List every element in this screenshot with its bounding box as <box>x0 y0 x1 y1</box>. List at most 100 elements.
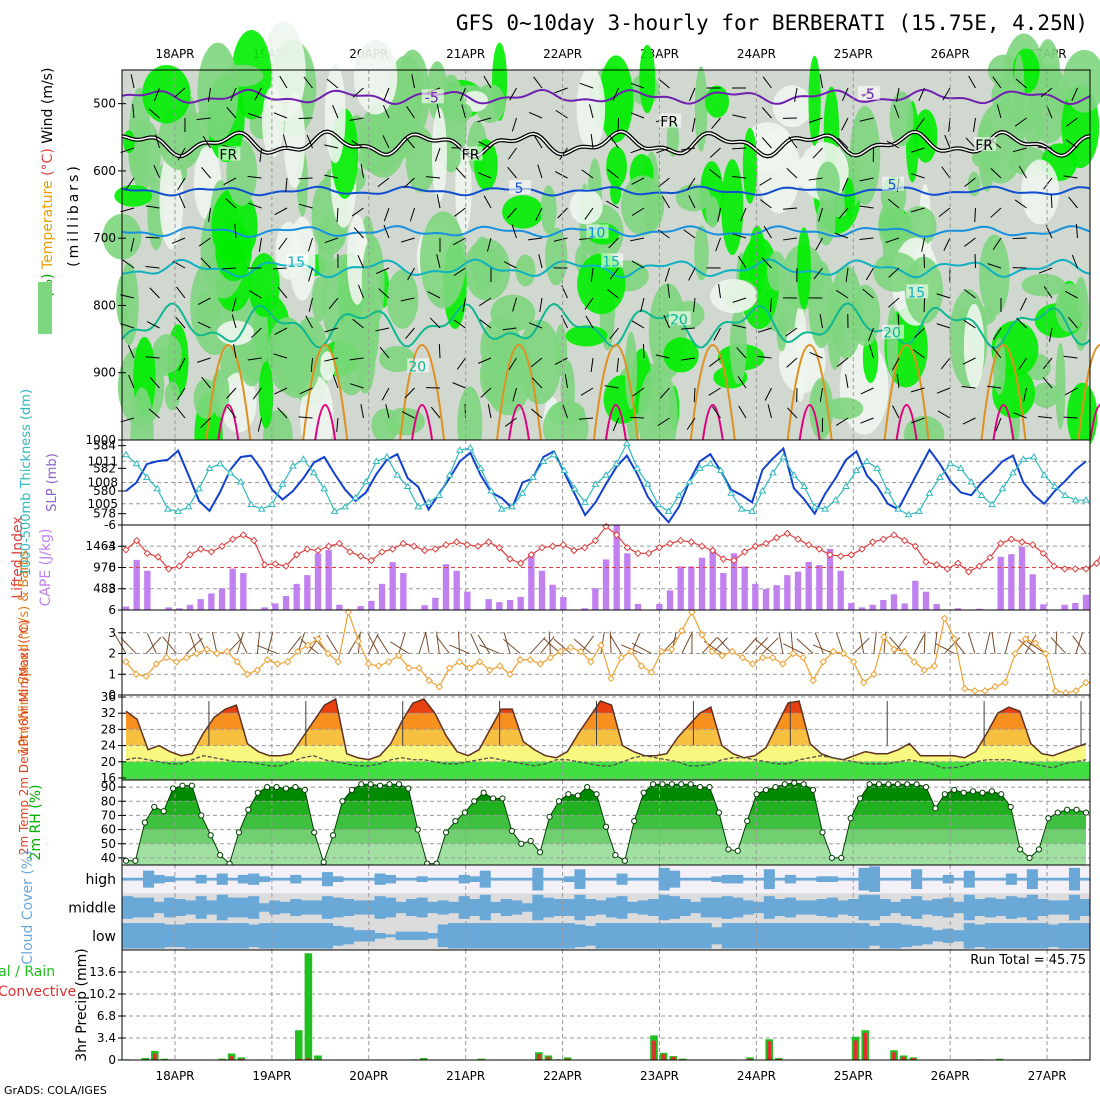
thickness-point <box>508 502 516 510</box>
wind-barb <box>616 357 619 372</box>
rh-point <box>518 840 525 847</box>
wind-barb <box>1037 146 1053 149</box>
cape-bar <box>976 608 983 610</box>
slp-tick-label: 1008 <box>87 476 118 490</box>
rh-patch <box>420 211 467 309</box>
thickness-point <box>560 466 569 474</box>
wind-10m-point <box>799 653 807 662</box>
grads-credit: GrADS: COLA/IGES <box>4 1084 107 1097</box>
rh-point <box>1054 809 1061 816</box>
wind-10m-barb <box>859 631 865 654</box>
rh-band <box>126 829 1086 844</box>
cape-bar <box>869 604 876 610</box>
wind-barb <box>845 267 849 282</box>
li-point <box>239 531 248 539</box>
rh-patch <box>816 161 840 206</box>
wind-barb <box>208 207 211 222</box>
y-tick-label: 36 <box>101 690 116 704</box>
wind-barb <box>794 87 798 102</box>
cape-bar <box>314 553 322 610</box>
wind-10m-point <box>758 653 767 662</box>
thickness-point <box>696 464 704 471</box>
wind-barb <box>324 327 339 333</box>
rh-point <box>499 795 506 802</box>
rh-patch <box>598 55 634 143</box>
li-point <box>378 548 386 556</box>
cloud-cover-cell <box>616 873 628 885</box>
cloud-cover-cell <box>1026 923 1038 949</box>
rh-patch <box>158 107 203 171</box>
cloud-cover-cell <box>364 930 376 942</box>
cloud-cover-cell <box>911 896 923 919</box>
y-tick-label: 80 <box>101 794 116 808</box>
thickness-point <box>946 459 955 467</box>
cloud-cover-cell <box>774 877 786 881</box>
wind-10m-barb <box>790 631 794 654</box>
temperature-contour-warm <box>592 344 639 441</box>
wind-10m-point <box>859 678 868 687</box>
li-point <box>644 549 653 558</box>
cape-bar <box>421 605 428 610</box>
cloud-cover-cell <box>1016 923 1028 949</box>
cape-bar <box>954 608 962 610</box>
y-tick-label: -6 <box>104 518 116 532</box>
wind-10m-barb <box>553 638 571 654</box>
wind-barb <box>534 135 543 149</box>
rh-patch <box>311 277 327 322</box>
wind-barb <box>435 147 441 162</box>
wind-barb <box>248 113 262 119</box>
li-point <box>548 542 557 550</box>
date-label-top: 26APR <box>931 47 970 61</box>
cloud-cover-cell <box>932 930 944 942</box>
wind-10m-point <box>607 674 615 683</box>
wind-10m-point <box>475 658 484 666</box>
rh-point <box>1064 806 1071 813</box>
wind-10m-point <box>223 647 231 656</box>
wind-barb <box>860 417 874 424</box>
rh-point <box>461 809 468 816</box>
wind-10m-point <box>627 647 635 656</box>
wind-barb <box>1043 177 1053 190</box>
cloud-cover-cell <box>448 901 460 914</box>
cloud-cover-cell <box>1005 923 1017 949</box>
contour-label-bg <box>586 224 609 239</box>
wind-barb <box>324 144 339 149</box>
li-point <box>996 539 1005 548</box>
wind-barb <box>819 314 823 329</box>
cloud-cover-cell <box>574 924 586 948</box>
wind-barb <box>788 136 798 149</box>
wind-10m-point <box>263 656 272 664</box>
cloud-cover-cell <box>1079 877 1091 881</box>
rh-patch <box>405 127 437 193</box>
dewpoint-line <box>125 755 1087 769</box>
rh-point <box>320 859 327 866</box>
li-point <box>484 538 493 546</box>
cloud-cover-cell <box>700 897 712 918</box>
cape-bar <box>730 553 738 610</box>
slp-tick-label: 1011 <box>87 454 118 468</box>
wind-barb <box>251 327 262 339</box>
cloud-cover-cell <box>1047 900 1059 915</box>
contour-label: 20 <box>408 359 426 375</box>
wind-barb <box>358 284 364 299</box>
wind-barb <box>200 257 211 269</box>
cape-bar <box>720 572 727 610</box>
wind-10m-point <box>536 660 545 668</box>
cape-bar <box>826 548 834 610</box>
rh-point <box>1082 809 1090 816</box>
li-point <box>1039 549 1048 558</box>
cape-bar <box>208 593 215 610</box>
cape-bar <box>698 557 706 610</box>
rh-point <box>922 783 930 791</box>
thickness-point <box>216 459 224 467</box>
wind-barb <box>888 297 900 308</box>
cloud-cover-cell <box>732 923 744 949</box>
temp-band <box>126 745 1086 762</box>
precip-convective-label: Convective <box>0 984 76 1000</box>
precip-convective-bar <box>767 1041 772 1060</box>
cloud-cover-cell <box>311 900 323 915</box>
wind-barb <box>231 297 237 312</box>
wind-barb <box>732 114 747 119</box>
wind-barb <box>298 117 313 120</box>
